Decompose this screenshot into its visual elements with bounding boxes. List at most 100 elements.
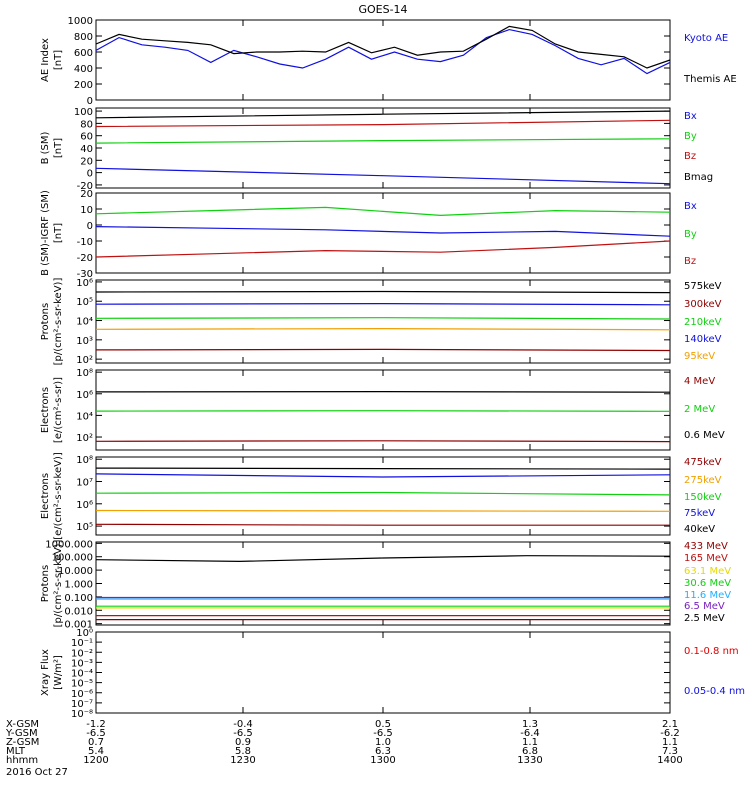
ephem-value-z: 1.1 — [662, 737, 678, 748]
legend-2-MeV: 2 MeV — [684, 404, 715, 415]
legend-575keV: 575keV — [684, 281, 722, 292]
legend-By: By — [684, 131, 697, 142]
ylabel-electrons_kev: [e/(cm²-s-sr-keV)] — [53, 452, 64, 540]
legend-210keV: 210keV — [684, 317, 722, 328]
ephem-row-label: hhmm — [6, 755, 38, 766]
legend-40keV: 40keV — [684, 524, 715, 535]
legend-Bx: Bx — [684, 201, 697, 212]
ephem-row-label: MLT — [6, 746, 26, 757]
ytick-label: 10⁻⁵ — [71, 679, 93, 690]
series-line-575keV — [95, 290, 671, 294]
legend-0.1-0.8-nm: 0.1-0.8 nm — [684, 646, 739, 657]
legend-95keV: 95keV — [684, 351, 715, 362]
ytick-label: 10⁸ — [76, 455, 93, 466]
ylabel-ae: [nT] — [53, 50, 64, 70]
series-line-95keV — [95, 328, 671, 331]
ylabel-bsm: B (SM) — [40, 131, 51, 164]
legend-4-MeV: 4 MeV — [684, 376, 715, 387]
legend-0.6-MeV: 0.6 MeV — [684, 430, 725, 441]
ytick-label: 1000.000 — [45, 539, 93, 550]
ephem-value-mlt: 5.4 — [88, 746, 104, 757]
ytick-label: 0.100 — [64, 593, 93, 604]
ytick-label: 10⁶ — [76, 390, 93, 401]
ephem-value-mlt: 7.3 — [662, 746, 678, 757]
ytick-label: 80 — [80, 119, 93, 130]
ytick-label: 10⁻⁷ — [71, 699, 93, 710]
ylabel-protons_hi: Protons — [40, 565, 51, 602]
ytick-label: 10⁶ — [76, 500, 93, 511]
ylabel-bigrf: [nT] — [53, 223, 64, 243]
series-line-300keV — [95, 348, 671, 352]
ephem-value-z: 0.7 — [88, 737, 104, 748]
ephem-value-y: -6.5 — [86, 728, 106, 739]
legend-Bz: Bz — [684, 151, 696, 162]
ytick-label: 10.000 — [58, 566, 93, 577]
ytick-label: 10⁵ — [76, 522, 93, 533]
ytick-label: 10⁻⁸ — [71, 709, 93, 720]
ytick-label: 10⁻³ — [71, 658, 93, 669]
ytick-label: 10⁻² — [71, 648, 93, 659]
legend-6.5-MeV: 6.5 MeV — [684, 601, 725, 612]
series-line-2-MeV — [95, 410, 671, 412]
legend-0.05-0.4-nm: 0.05-0.4 nm — [684, 686, 745, 697]
ylabel-electrons_mev: Electrons — [40, 387, 51, 433]
ytick-label: 600 — [74, 48, 93, 59]
ytick-label: 20 — [80, 156, 93, 167]
ytick-label: 40 — [80, 144, 93, 155]
chart-title: GOES-14 — [358, 3, 407, 16]
ytick-label: 10⁴ — [76, 411, 93, 422]
ytick-label: 10⁶ — [76, 278, 93, 289]
ytick-label: 1000 — [68, 16, 93, 27]
ytick-label: 10⁴ — [76, 317, 93, 328]
legend-2.5-MeV: 2.5 MeV — [684, 613, 725, 624]
ylabel-electrons_kev: Electrons — [40, 473, 51, 519]
ytick-label: 10⁰ — [76, 628, 93, 639]
series-line-Bz — [95, 240, 671, 258]
ytick-label: 60 — [80, 132, 93, 143]
ephem-value-y: -6.5 — [233, 728, 253, 739]
ytick-label: 400 — [74, 64, 93, 75]
date-label: 2016 Oct 27 — [6, 767, 68, 778]
legend-75keV: 75keV — [684, 508, 715, 519]
series-line-Bz — [95, 119, 671, 128]
ytick-label: 10⁷ — [76, 478, 93, 489]
ylabel-electrons_mev: [e/(cm²-s-sr)] — [53, 377, 64, 443]
legend-150keV: 150keV — [684, 492, 722, 503]
ytick-label: 10⁵ — [76, 297, 93, 308]
ytick-label: 0.010 — [64, 606, 93, 617]
series-line-Bx — [95, 167, 671, 185]
ylabel-protons_hi: [p/(cm²-s-sr-keV)] — [53, 540, 64, 628]
ytick-label: 10⁸ — [76, 368, 93, 379]
ephem-value-mlt: 5.8 — [235, 746, 251, 757]
legend-Bz: Bz — [684, 256, 696, 267]
ylabel-ae: AE Index — [40, 38, 51, 82]
ephem-value-y: -6.2 — [660, 728, 680, 739]
legend-275keV: 275keV — [684, 475, 722, 486]
ephem-value-hhmm: 1400 — [657, 755, 682, 766]
ephem-row-label: Y-GSM — [5, 728, 38, 739]
ytick-label: 800 — [74, 32, 93, 43]
panel-frame-xray — [95, 631, 671, 714]
ytick-label: 10⁻⁶ — [71, 689, 93, 700]
panel-frame-electrons_mev — [95, 369, 671, 451]
ephem-value-hhmm: 1230 — [230, 755, 255, 766]
ephem-row-label: Z-GSM — [6, 737, 39, 748]
ytick-label: -20 — [77, 253, 93, 264]
ytick-label: 100.000 — [52, 553, 93, 564]
ytick-label: 0 — [87, 96, 93, 107]
ytick-label: 10 — [80, 205, 93, 216]
legend-Kyoto-AE: Kyoto AE — [684, 33, 728, 44]
ephem-value-mlt: 6.3 — [375, 746, 391, 757]
ytick-label: 0 — [87, 221, 93, 232]
ephem-value-hhmm: 1200 — [83, 755, 108, 766]
ytick-label: 0 — [87, 169, 93, 180]
series-line-Themis-AE — [95, 25, 671, 69]
ephem-value-y: -6.5 — [373, 728, 393, 739]
ephem-value-x: -0.4 — [233, 719, 253, 730]
legend-475keV: 475keV — [684, 457, 722, 468]
ylabel-protons_lo: [p/(cm²-s-sr-keV)] — [53, 278, 64, 366]
series-line-4-MeV — [95, 440, 671, 443]
legend-63.1-MeV: 63.1 MeV — [684, 566, 731, 577]
legend-300keV: 300keV — [684, 299, 722, 310]
ytick-label: 100 — [74, 107, 93, 118]
